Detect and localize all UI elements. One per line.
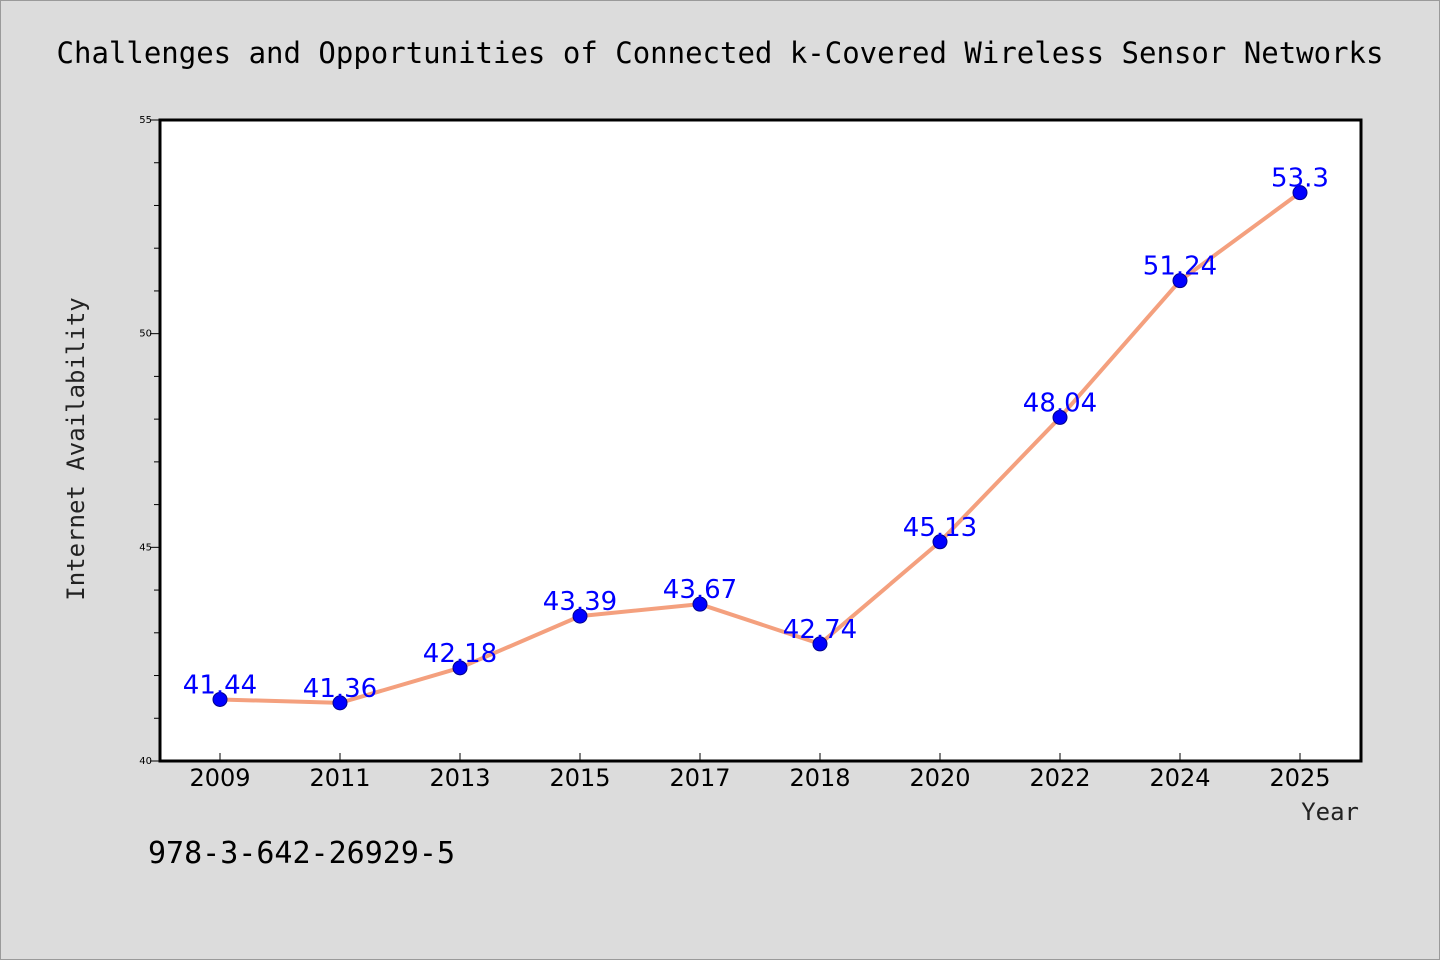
y-tick-label: 55 (139, 115, 152, 126)
data-label: 53.3 (1271, 164, 1329, 194)
x-tick-label: 2015 (549, 764, 610, 792)
data-markers (212, 185, 1308, 711)
series-line (219, 191, 1302, 705)
x-tick-label: 2018 (789, 764, 850, 792)
plot-area (158, 118, 1363, 763)
data-point (452, 660, 468, 676)
data-label: 45.13 (903, 513, 977, 543)
data-label: 48.04 (1023, 388, 1097, 418)
data-point (932, 534, 948, 550)
data-label: 42.18 (423, 639, 497, 669)
data-point (1292, 185, 1308, 201)
data-label: 43.67 (663, 575, 737, 605)
data-point (572, 608, 588, 624)
y-axis-ticks: 40 45 50 55 (139, 115, 160, 767)
x-tick-label: 2020 (909, 764, 970, 792)
data-labels: 41.44 41.36 42.18 43.39 43.67 42.74 45.13 48.04… (183, 164, 1329, 704)
y-tick-label: 40 (139, 756, 152, 767)
data-point (212, 691, 228, 707)
data-point (332, 695, 348, 711)
data-point (1052, 409, 1068, 425)
data-label: 41.36 (303, 674, 377, 704)
data-label: 43.39 (543, 587, 617, 617)
data-label: 42.74 (783, 615, 857, 645)
y-axis-label: Internet Availability (62, 297, 90, 600)
x-axis-label: Year (1301, 798, 1359, 826)
chart-title: Challenges and Opportunities of Connecte… (57, 36, 1384, 70)
data-point (812, 636, 828, 652)
y-tick-label: 45 (139, 542, 152, 553)
isbn-annotation: 978-3-642-26929-5 (148, 836, 455, 871)
data-label: 41.44 (183, 670, 257, 700)
y-tick-label: 50 (139, 329, 152, 340)
data-label: 51.24 (1143, 252, 1217, 282)
data-point (692, 596, 708, 612)
data-point (1172, 273, 1188, 289)
x-tick-label: 2022 (1029, 764, 1090, 792)
x-tick-label: 2009 (189, 764, 250, 792)
x-tick-label: 2013 (429, 764, 490, 792)
x-tick-label: 2011 (309, 764, 370, 792)
x-axis-ticks: 2009 2011 2013 2015 2017 2018 2020 2022 2024 2025 (189, 753, 1331, 792)
x-tick-label: 2024 (1149, 764, 1210, 792)
x-tick-label: 2025 (1269, 764, 1330, 792)
x-tick-label: 2017 (669, 764, 730, 792)
